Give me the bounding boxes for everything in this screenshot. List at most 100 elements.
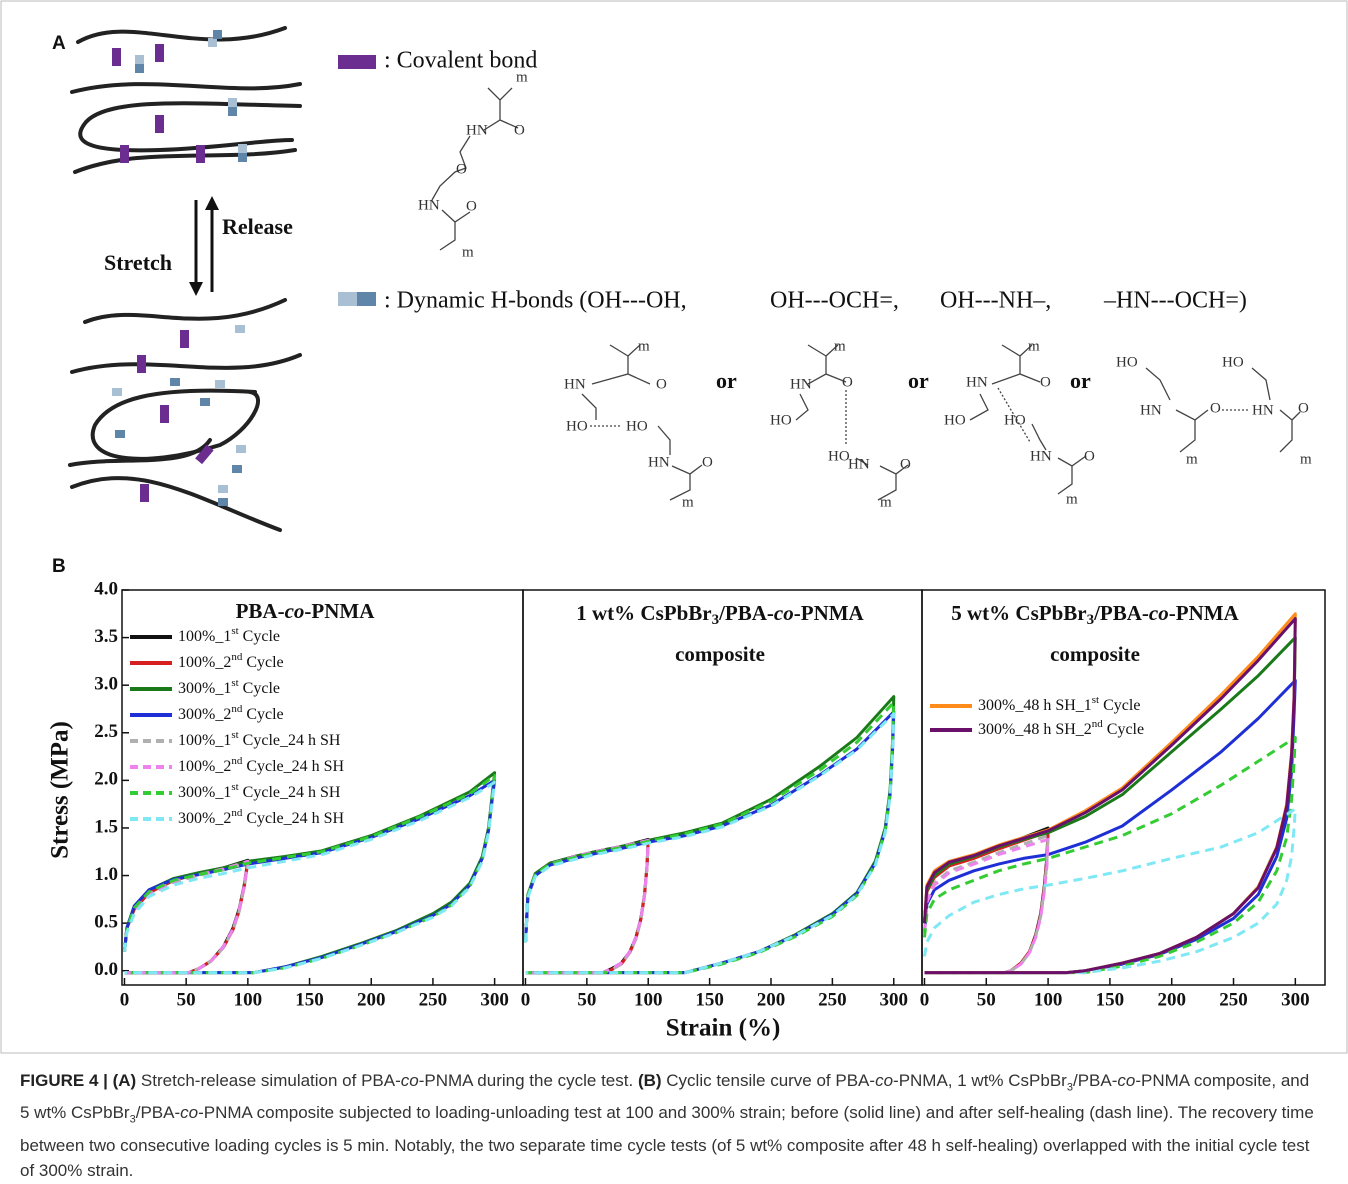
chem-label: O	[702, 454, 713, 470]
data-line	[123, 861, 250, 975]
legend-text-part: Cycle	[242, 654, 283, 671]
legend-label: 100%_1st Cycle	[178, 625, 280, 645]
y-tick-label: 1.5	[94, 816, 118, 837]
hbond-swatch-light	[338, 292, 357, 306]
legend-text-part: 300%_1	[178, 680, 231, 697]
title-part: PBA-	[236, 599, 285, 623]
legend-text-part: st	[231, 625, 238, 637]
chem-label: HO	[1116, 354, 1138, 370]
or-label: or	[1070, 368, 1091, 393]
x-tick-label: 0	[120, 989, 130, 1010]
y-tick-label: 0.5	[94, 911, 118, 932]
chem-label: m	[834, 338, 846, 354]
chem-label: m	[516, 69, 528, 85]
legend-text-part: 300%_1	[178, 784, 231, 801]
figure: A Release Stretch : Covalent bond :	[0, 0, 1348, 1054]
x-tick-label: 50	[577, 989, 596, 1010]
chem-label: HN	[648, 454, 670, 470]
chart-subtitle: composite	[1050, 642, 1140, 666]
y-tick-label: 4.0	[94, 578, 118, 599]
panel-label: B	[52, 556, 66, 577]
chem-label: HO	[566, 418, 588, 434]
chem-label: O	[656, 376, 667, 392]
caption-run: co	[180, 1103, 199, 1123]
chem-label: m	[1066, 491, 1078, 507]
x-tick-label: 200	[1157, 989, 1186, 1010]
x-tick-label: 200	[757, 989, 786, 1010]
chem-label: HN	[1252, 402, 1274, 418]
chem-label: HN	[790, 376, 812, 392]
chem-label: m	[1186, 451, 1198, 467]
chem-label: O	[1298, 400, 1309, 416]
legend-label: 100%_2nd Cycle	[178, 651, 284, 671]
y-tick-label: 3.5	[94, 626, 118, 647]
stretch-label: Stretch	[104, 250, 172, 275]
title-part: 3	[1087, 612, 1095, 628]
data-line	[524, 700, 896, 975]
chart-subtitle: composite	[675, 642, 765, 666]
chem-label: HN	[1030, 448, 1052, 464]
chem-label: m	[682, 494, 694, 510]
chem-label: HO	[770, 412, 792, 428]
chem-label: m	[1028, 338, 1040, 354]
chem-label: HO	[1004, 412, 1026, 428]
title-part: co	[285, 599, 305, 623]
caption-run: co	[400, 1071, 419, 1090]
y-tick-label: 3.0	[94, 674, 118, 695]
data-line	[524, 838, 650, 975]
legend-text-part: Cycle	[1103, 721, 1144, 738]
data-line	[123, 774, 497, 975]
chem-label: HN	[564, 376, 586, 392]
data-line	[123, 780, 497, 975]
x-tick-label: 150	[295, 989, 324, 1010]
legend-text-part: Cycle_24 h SH	[239, 784, 341, 801]
or-label: or	[716, 368, 737, 393]
legend-text-part: Cycle	[1099, 697, 1140, 714]
chem-label: O	[466, 198, 477, 214]
legend-text-part: st	[231, 781, 238, 793]
chem-label: O	[1210, 400, 1221, 416]
chem-label: HO	[1222, 354, 1244, 370]
caption-run: FIGURE 4 | (A)	[20, 1071, 137, 1090]
legend-label: 100%_1st Cycle_24 h SH	[178, 729, 341, 749]
structure: m HN O HO HO HN O m	[564, 338, 713, 510]
legend-text-part: Cycle_24 h SH	[242, 758, 344, 775]
or-label: or	[908, 368, 929, 393]
x-tick-label: 250	[818, 989, 847, 1010]
data-line	[923, 837, 1050, 975]
legend-text-part: 300%_2	[178, 706, 231, 723]
legend-text-part: Cycle_24 h SH	[239, 732, 341, 749]
chem-label: m	[880, 494, 892, 510]
y-tick-label: 2.0	[94, 769, 118, 790]
title-part: 1 wt% CsPbBr	[576, 601, 711, 625]
chart-title: 5 wt% CsPbBr3/PBA-co-PNMA	[951, 601, 1239, 629]
x-tick-label: 200	[357, 989, 386, 1010]
title-part: 5 wt% CsPbBr	[951, 601, 1086, 625]
legend-text-part: 100%_1	[178, 628, 231, 645]
chem-label: O	[1084, 448, 1095, 464]
legend-label: 300%_48 h SH_1st Cycle	[978, 694, 1140, 714]
y-tick-label: 0.0	[94, 959, 118, 980]
covalent-legend: : Covalent bond	[384, 48, 537, 74]
legend-text-part: st	[1092, 694, 1099, 706]
hbond-legend: OH---OCH=,	[770, 288, 899, 314]
legend-text-part: 300%_48 h SH_2	[978, 721, 1092, 738]
chem-label: HO	[626, 418, 648, 434]
x-axis-label: Strain (%)	[666, 1015, 781, 1042]
chem-label: HN	[966, 374, 988, 390]
chem-label: O	[842, 374, 853, 390]
caption-run: co	[875, 1071, 894, 1090]
chem-label: HN	[1140, 402, 1162, 418]
legend-text-part: 100%_2	[178, 758, 231, 775]
legend-text-part: st	[231, 729, 238, 741]
caption-run: -PNMA during the cycle test.	[418, 1071, 638, 1090]
title-part: /PBA-	[1093, 601, 1149, 625]
title-part: -PNMA	[304, 599, 375, 623]
network-top	[70, 26, 302, 174]
data-line	[923, 636, 1297, 975]
chem-label: m	[462, 244, 474, 260]
x-tick-label: 300	[1281, 989, 1310, 1010]
chem-label: O	[900, 456, 911, 472]
chem-label: HO	[944, 412, 966, 428]
chem-label: HO	[828, 448, 850, 464]
